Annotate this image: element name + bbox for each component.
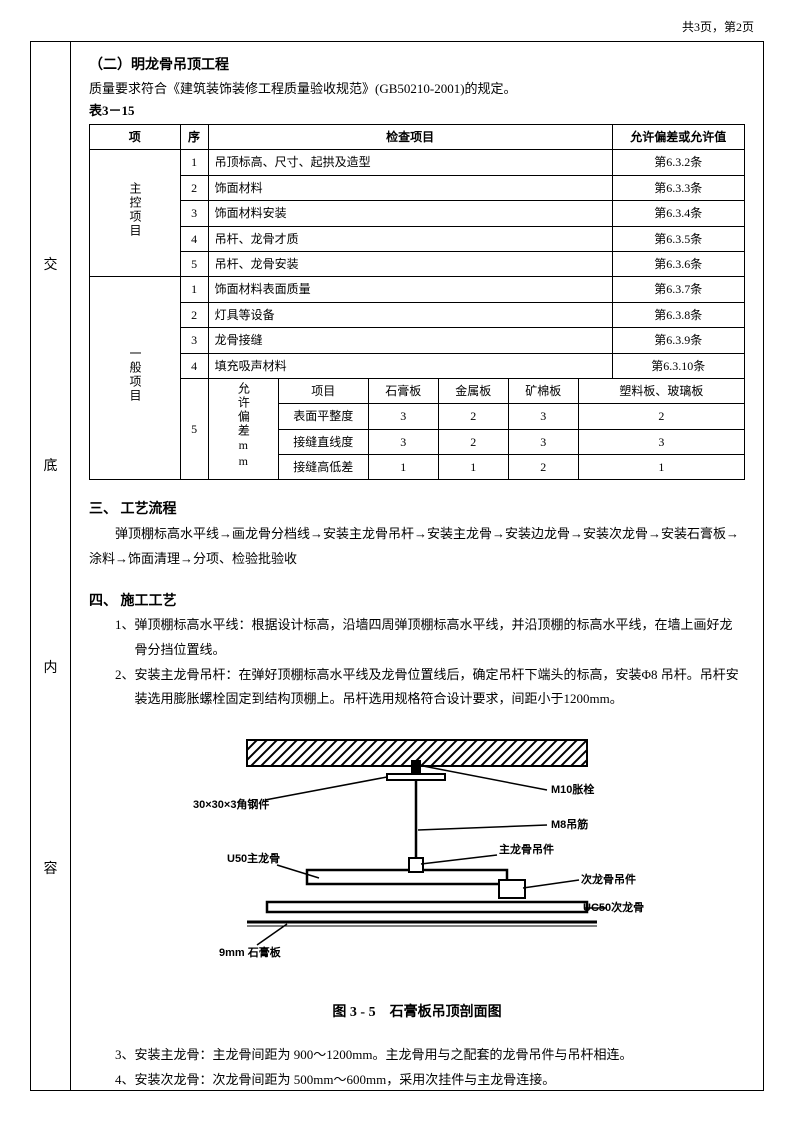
table-row: 一般项目 1 饰面材料表面质量 第6.3.7条 xyxy=(90,277,745,302)
item-2: 2、安装主龙骨吊杆：在弹好顶棚标高水平线及龙骨位置线后，确定吊杆下端头的标高，安… xyxy=(109,663,746,712)
table-row: 主控项目 1 吊顶标高、尺寸、起拱及造型 第6.3.2条 xyxy=(90,150,745,175)
section-2-desc: 质量要求符合《建筑装饰装修工程质量验收规范》(GB50210-2001)的规定。 xyxy=(89,78,745,100)
group-gen-label: 一般项目 xyxy=(125,347,145,403)
side-char: 交 xyxy=(44,254,58,274)
content-column: （二）明龙骨吊顶工程 质量要求符合《建筑装饰装修工程质量验收规范》(GB5021… xyxy=(71,42,763,1090)
label-m8: M8吊筋 xyxy=(551,817,588,831)
section-2-title: （二）明龙骨吊顶工程 xyxy=(89,54,745,78)
side-char: 容 xyxy=(44,858,58,878)
label-uc50: UC50次龙骨 xyxy=(583,900,644,914)
process-flow: 弹顶棚标高水平线→画龙骨分档线→安装主龙骨吊杆→安装主龙骨→安装边龙骨→安装次龙… xyxy=(89,522,745,571)
table-row: 3 饰面材料安装 第6.3.4条 xyxy=(90,201,745,226)
diagram-svg: 30×30×3角钢件 M10胀栓 M8吊筋 U50主龙骨 主龙骨吊件 次龙骨吊件… xyxy=(187,730,647,990)
table-3-15-label: 表3－15 xyxy=(89,100,745,122)
table-row: 2 饰面材料 第6.3.3条 xyxy=(90,175,745,200)
col-allow: 允许偏差或允许值 xyxy=(612,124,744,149)
side-char: 内 xyxy=(44,657,58,677)
section-3-title: 三、 工艺流程 xyxy=(89,498,745,522)
label-gypsum: 9mm 石膏板 xyxy=(219,945,282,959)
diagram-caption: 图 3 - 5 石膏板吊顶剖面图 xyxy=(187,1001,647,1025)
table-header: 项 序 检查项目 允许偏差或允许值 xyxy=(90,124,745,149)
label-angle-steel: 30×30×3角钢件 xyxy=(193,797,269,811)
section-4-title: 四、 施工工艺 xyxy=(89,590,745,614)
group-main-label: 主控项目 xyxy=(125,182,145,238)
diagram-3-5: 30×30×3角钢件 M10胀栓 M8吊筋 U50主龙骨 主龙骨吊件 次龙骨吊件… xyxy=(187,730,647,1025)
document-frame: 交 底 内 容 （二）明龙骨吊顶工程 质量要求符合《建筑装饰装修工程质量验收规范… xyxy=(30,41,764,1091)
table-row: 5 允许偏差mm 项目 石膏板 金属板 矿棉板 塑料板、玻璃板 xyxy=(90,378,745,403)
col-seq: 序 xyxy=(180,124,208,149)
side-char: 底 xyxy=(44,455,58,475)
label-sec-hanger: 次龙骨吊件 xyxy=(581,872,636,886)
label-m10: M10胀栓 xyxy=(551,782,594,796)
col-item: 检查项目 xyxy=(208,124,612,149)
label-u50: U50主龙骨 xyxy=(227,851,280,865)
label-main-hanger: 主龙骨吊件 xyxy=(499,842,554,856)
page-number: 共3页，第2页 xyxy=(682,20,754,34)
page-header: 共3页，第2页 xyxy=(0,0,794,41)
col-group: 项 xyxy=(90,124,181,149)
item-3: 3、安装主龙骨：主龙骨间距为 900～1200mm。主龙骨用与之配套的龙骨吊件与… xyxy=(109,1043,746,1068)
table-3-15: 项 序 检查项目 允许偏差或允许值 主控项目 1 吊顶标高、尺寸、起拱及造型 第… xyxy=(89,124,745,480)
table-row: 3 龙骨接缝 第6.3.9条 xyxy=(90,328,745,353)
table-row: 2 灯具等设备 第6.3.8条 xyxy=(90,302,745,327)
item-1: 1、弹顶棚标高水平线：根据设计标高，沿墙四周弹顶棚标高水平线，并沿顶棚的标高水平… xyxy=(109,613,746,662)
side-label-column: 交 底 内 容 xyxy=(31,42,71,1090)
table-row: 5 吊杆、龙骨安装 第6.3.6条 xyxy=(90,251,745,276)
item-4: 4、安装次龙骨：次龙骨间距为 500mm～600mm，采用次挂件与主龙骨连接。 xyxy=(109,1068,746,1093)
table-row: 4 填充吸声材料 第6.3.10条 xyxy=(90,353,745,378)
table-row: 4 吊杆、龙骨才质 第6.3.5条 xyxy=(90,226,745,251)
allow-dev-label: 允许偏差mm xyxy=(233,382,253,470)
